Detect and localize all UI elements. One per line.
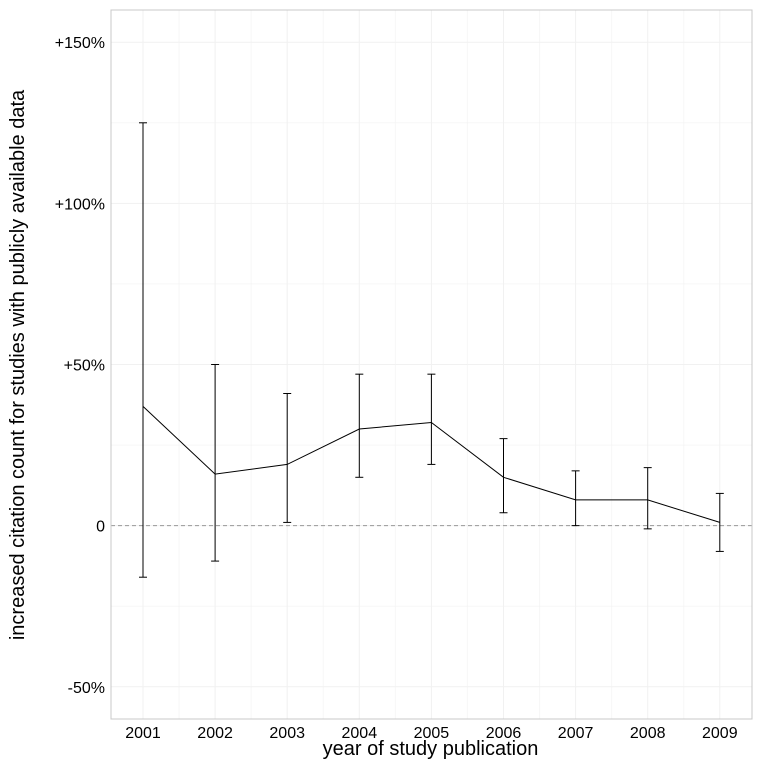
y-tick-label: +100% bbox=[55, 196, 105, 213]
error-bar-2007 bbox=[571, 470, 580, 527]
error-bar-2009 bbox=[715, 492, 724, 552]
y-tick-label: 0 bbox=[96, 519, 105, 536]
x-tick-label: 2002 bbox=[197, 725, 233, 742]
x-tick-label: 2001 bbox=[125, 725, 161, 742]
y-tick-label: +50% bbox=[64, 358, 105, 375]
error-bar-2008 bbox=[643, 467, 652, 530]
error-bar-2003 bbox=[283, 393, 292, 523]
error-bar-2005 bbox=[427, 373, 436, 465]
x-tick-label: 2006 bbox=[486, 725, 522, 742]
x-tick-label: 2005 bbox=[414, 725, 450, 742]
error-bars bbox=[139, 122, 724, 578]
x-tick-label: 2004 bbox=[342, 725, 378, 742]
x-tick-label: 2009 bbox=[702, 725, 738, 742]
x-axis-title: year of study publication bbox=[323, 738, 539, 760]
x-tick-label: 2008 bbox=[630, 725, 666, 742]
y-tick-label: -50% bbox=[68, 680, 105, 697]
y-axis-ticks: -50% 0 +50% +100% +150% bbox=[55, 35, 105, 697]
y-tick-label: +150% bbox=[55, 35, 105, 52]
plot-panel-border bbox=[110, 9, 753, 720]
error-bar-2006 bbox=[499, 438, 508, 514]
grid bbox=[111, 10, 752, 719]
x-tick-label: 2003 bbox=[269, 725, 305, 742]
error-bar-2002 bbox=[211, 364, 220, 562]
series-line bbox=[142, 406, 720, 523]
x-axis-ticks: 2001 2002 2003 2004 2005 2006 2007 2008 2009 bbox=[125, 725, 737, 742]
y-axis-title: increased citation count for studies wit… bbox=[7, 89, 29, 640]
error-bar-2004 bbox=[355, 373, 364, 478]
x-tick-label: 2007 bbox=[558, 725, 594, 742]
error-bar-2001 bbox=[139, 122, 147, 578]
